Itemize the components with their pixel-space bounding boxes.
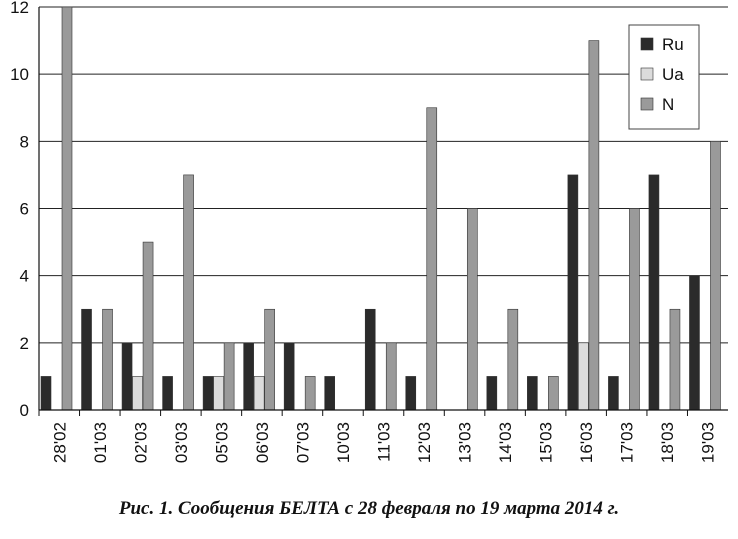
bar-n (102, 308, 113, 411)
bar-ru (486, 376, 498, 411)
bar-ua (132, 376, 143, 411)
y-tick-label: 0 (20, 401, 29, 420)
bar-n (466, 208, 478, 411)
bar-ua (578, 342, 589, 411)
bar-chart: 0 2 4 6 8 10 12 28'02 01'03 02'03 03'03 05'03 06'03… (10, 0, 728, 463)
bar-n (507, 308, 519, 411)
bar-ru (648, 174, 660, 411)
y-axis-ticks: 0 2 4 6 8 10 12 (10, 0, 29, 420)
x-tick-label: 15'03 (537, 422, 556, 463)
bar-ru (283, 342, 295, 411)
bar-ru (324, 376, 336, 411)
bar-n (223, 342, 235, 411)
x-axis-ticks: 28'02 01'03 02'03 03'03 05'03 06'03 07'03 10'03… (38, 410, 718, 463)
bar-n (61, 6, 73, 411)
x-tick-label: 19'03 (699, 422, 718, 463)
y-tick-label: 10 (10, 65, 29, 84)
y-tick-label: 2 (20, 334, 29, 353)
bar-n (710, 141, 721, 411)
legend-label-ru: Ru (662, 35, 684, 54)
legend-label-ua: Ua (662, 65, 684, 84)
bar-ru (405, 376, 417, 411)
figure-caption: Рис. 1. Сообщения БЕЛТА с 28 февраля по … (118, 498, 620, 519)
legend-label-n: N (662, 95, 674, 114)
x-tick-label: 28'02 (50, 422, 69, 463)
x-tick-label: 05'03 (212, 422, 231, 463)
y-tick-label: 8 (20, 132, 29, 151)
bars (40, 6, 721, 411)
bar-ru (202, 376, 214, 411)
x-tick-label: 06'03 (253, 422, 272, 463)
x-tick-label: 01'03 (91, 422, 110, 463)
bar-ua (213, 376, 224, 411)
x-tick-label: 07'03 (293, 422, 312, 463)
x-tick-label: 12'03 (415, 422, 434, 463)
x-tick-label: 02'03 (131, 422, 150, 463)
x-tick-label: 14'03 (496, 422, 515, 463)
y-tick-label: 6 (20, 200, 29, 219)
bar-ru (689, 275, 700, 411)
bar-ru (162, 376, 173, 411)
grid-lines (39, 6, 728, 344)
bar-ru (243, 342, 254, 411)
axes (38, 7, 728, 411)
bar-n (385, 342, 397, 411)
legend-box (628, 24, 700, 130)
bar-n (588, 40, 600, 411)
legend-swatch-n (640, 97, 654, 111)
x-tick-label: 03'03 (172, 422, 191, 463)
bar-n (548, 376, 559, 411)
bar-n (264, 308, 275, 411)
bar-ru (608, 376, 619, 411)
bar-n (183, 174, 194, 411)
bar-ua (253, 376, 265, 411)
legend-swatch-ru (640, 37, 654, 51)
x-tick-label: 18'03 (658, 422, 677, 463)
legend-swatch-ua (640, 67, 654, 81)
legend: Ru Ua N (628, 24, 700, 130)
y-tick-label: 4 (20, 267, 29, 286)
bar-ru (567, 174, 579, 411)
bar-ru (364, 308, 376, 411)
x-tick-label: 13'03 (456, 422, 475, 463)
bar-ru (40, 376, 52, 411)
bar-ru (121, 342, 133, 411)
bar-n (142, 241, 154, 411)
x-tick-label: 16'03 (577, 422, 596, 463)
bar-ru (81, 308, 92, 411)
bar-ru (527, 376, 538, 411)
y-tick-label: 12 (10, 0, 29, 17)
bar-n (426, 107, 438, 411)
x-tick-label: 11'03 (375, 422, 394, 462)
bar-n (629, 208, 640, 411)
bar-n (304, 376, 316, 411)
x-tick-label: 10'03 (334, 422, 353, 463)
bar-n (669, 308, 681, 411)
x-tick-label: 17'03 (618, 422, 637, 463)
